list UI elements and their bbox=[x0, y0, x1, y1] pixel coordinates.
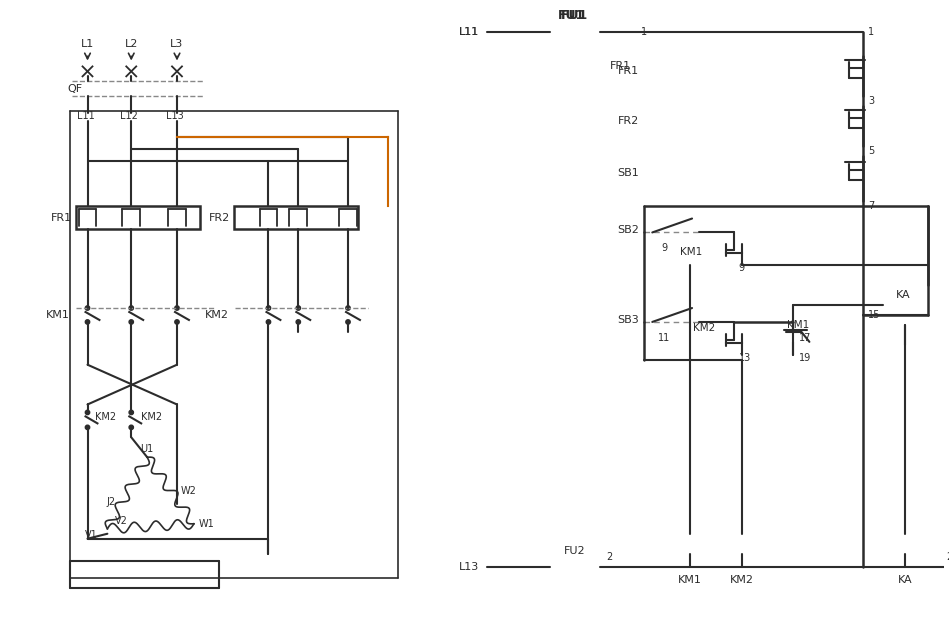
Bar bbox=[887, 534, 922, 553]
Text: V2: V2 bbox=[115, 516, 128, 526]
Circle shape bbox=[484, 563, 491, 570]
Text: 13: 13 bbox=[738, 352, 751, 362]
Text: L11: L11 bbox=[459, 26, 479, 36]
Text: SB2: SB2 bbox=[618, 225, 640, 235]
Circle shape bbox=[345, 320, 350, 324]
Bar bbox=[547, 24, 597, 39]
Circle shape bbox=[85, 320, 90, 324]
Text: 9: 9 bbox=[738, 264, 745, 274]
Text: FR1: FR1 bbox=[610, 61, 631, 71]
Circle shape bbox=[732, 319, 736, 324]
Bar bbox=[724, 534, 760, 553]
Circle shape bbox=[732, 319, 736, 324]
Text: V1: V1 bbox=[84, 530, 98, 540]
Circle shape bbox=[925, 312, 930, 317]
Circle shape bbox=[129, 320, 134, 324]
Circle shape bbox=[345, 306, 350, 310]
Text: KM2: KM2 bbox=[96, 413, 117, 423]
Text: 17: 17 bbox=[798, 333, 810, 343]
Text: KM1: KM1 bbox=[679, 575, 702, 585]
Circle shape bbox=[267, 306, 270, 310]
Circle shape bbox=[129, 306, 134, 310]
Text: 19: 19 bbox=[798, 352, 810, 362]
Text: L2: L2 bbox=[124, 39, 138, 49]
Text: KM2: KM2 bbox=[693, 323, 716, 333]
Text: FR1: FR1 bbox=[618, 66, 640, 76]
Bar bbox=[549, 24, 600, 39]
Bar bbox=[233, 205, 358, 230]
Circle shape bbox=[861, 203, 865, 208]
Text: L13: L13 bbox=[459, 562, 479, 572]
Circle shape bbox=[861, 312, 865, 317]
Circle shape bbox=[296, 320, 301, 324]
Text: 15: 15 bbox=[868, 310, 881, 320]
Text: 3: 3 bbox=[868, 96, 874, 106]
Circle shape bbox=[85, 425, 90, 429]
Circle shape bbox=[129, 410, 134, 414]
Text: 7: 7 bbox=[868, 200, 874, 210]
Text: L13: L13 bbox=[166, 111, 184, 121]
Circle shape bbox=[175, 306, 179, 310]
Text: J2: J2 bbox=[106, 497, 116, 507]
Text: 1: 1 bbox=[642, 26, 647, 36]
Text: QF: QF bbox=[67, 85, 83, 95]
Bar bbox=[549, 558, 600, 575]
Text: KM1: KM1 bbox=[788, 320, 809, 330]
Bar bbox=[477, 2, 944, 578]
Text: FU1: FU1 bbox=[558, 9, 586, 22]
Text: FR2: FR2 bbox=[618, 116, 640, 126]
Circle shape bbox=[85, 306, 90, 310]
Text: FR1: FR1 bbox=[50, 213, 71, 223]
Circle shape bbox=[925, 263, 930, 268]
Text: L11: L11 bbox=[77, 111, 94, 121]
Text: 11: 11 bbox=[658, 333, 670, 343]
Circle shape bbox=[484, 29, 491, 34]
Text: KM1: KM1 bbox=[46, 310, 69, 320]
Text: 2: 2 bbox=[606, 552, 613, 562]
Circle shape bbox=[129, 425, 134, 429]
Text: KA: KA bbox=[896, 290, 910, 300]
Text: 9: 9 bbox=[661, 244, 667, 254]
Text: KM1: KM1 bbox=[679, 247, 702, 257]
Circle shape bbox=[175, 320, 179, 324]
Bar bbox=[672, 534, 708, 553]
Text: L12: L12 bbox=[121, 111, 139, 121]
Text: FU1: FU1 bbox=[561, 9, 588, 22]
Text: 1: 1 bbox=[868, 26, 874, 36]
Text: KA: KA bbox=[898, 575, 912, 585]
Text: KM2: KM2 bbox=[205, 310, 229, 320]
Text: W2: W2 bbox=[181, 486, 196, 496]
Circle shape bbox=[484, 29, 491, 34]
Circle shape bbox=[85, 410, 90, 414]
Text: FU2: FU2 bbox=[564, 546, 586, 556]
Text: L1: L1 bbox=[81, 39, 94, 49]
Circle shape bbox=[267, 320, 270, 324]
Text: SB1: SB1 bbox=[618, 168, 640, 178]
Text: 2: 2 bbox=[946, 552, 949, 562]
Circle shape bbox=[732, 230, 736, 235]
Circle shape bbox=[642, 319, 647, 325]
Text: L11: L11 bbox=[459, 26, 479, 36]
Text: 5: 5 bbox=[868, 146, 874, 156]
Text: U1: U1 bbox=[140, 444, 154, 454]
Circle shape bbox=[296, 306, 301, 310]
Text: KM2: KM2 bbox=[141, 413, 162, 423]
Bar bbox=[76, 205, 200, 230]
Text: L3: L3 bbox=[171, 39, 183, 49]
Text: KM2: KM2 bbox=[730, 575, 754, 585]
Circle shape bbox=[739, 357, 744, 362]
Text: FR2: FR2 bbox=[209, 213, 230, 223]
Text: W1: W1 bbox=[199, 519, 214, 529]
Text: SB3: SB3 bbox=[618, 315, 640, 325]
Bar bbox=[883, 305, 928, 325]
Circle shape bbox=[642, 230, 647, 235]
